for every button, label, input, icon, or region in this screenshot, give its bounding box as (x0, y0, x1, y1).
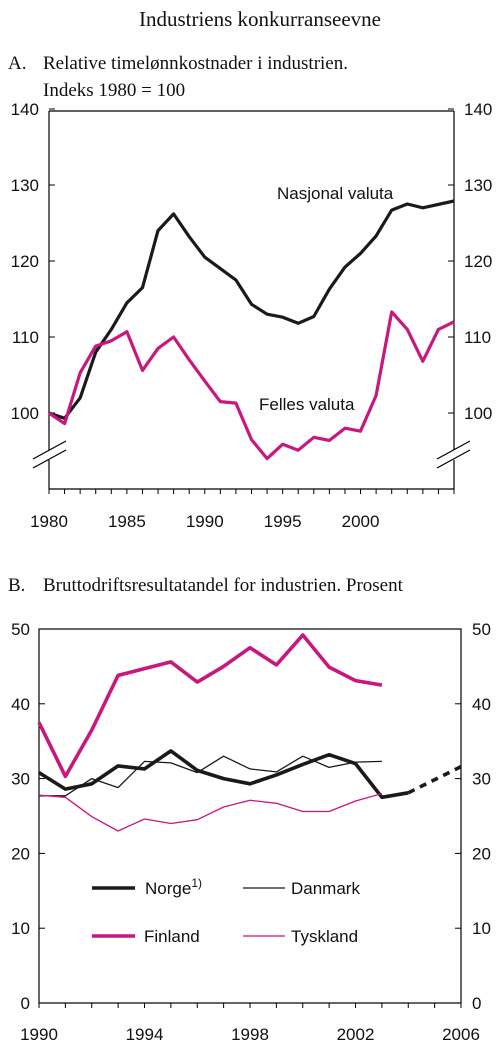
panel-b-ytick-label-left: 40 (11, 695, 30, 714)
panel-b: B. Bruttodriftsresultatandel for industri… (8, 575, 491, 1044)
panel-a-xtick-label: 1995 (264, 512, 302, 531)
panel-a-series-line-2 (48, 310, 455, 461)
panel-b-series-line-tyskland (38, 792, 383, 832)
panel-a-series-line-1 (48, 199, 455, 420)
panel-a-ytick-label-left: 130 (11, 176, 39, 195)
panel-b-series-line-danmark (39, 755, 382, 797)
panel-b-ytick-label-right: 0 (472, 994, 481, 1013)
panel-a-ytick-label-left: 100 (11, 404, 39, 423)
panel-b-ytick-label-left: 30 (11, 770, 30, 789)
panel-b-frame (38, 628, 462, 1004)
panel-b-ytick-label-left: 20 (11, 844, 30, 863)
panel-a-break-right-2 (436, 449, 471, 469)
panel-b-title: Bruttodriftsresultatandel for industrien… (43, 575, 404, 596)
panel-b-ytick-label-right: 10 (472, 919, 491, 938)
panel-a-series-label-1: Nasjonal valuta (277, 184, 394, 203)
panel-a-xtick-label: 1980 (30, 512, 68, 531)
panel-b-xtick-label: 1994 (126, 1025, 164, 1044)
panel-a-label: A. (8, 53, 26, 74)
panel-a-xtick-label: 2000 (342, 512, 380, 531)
panel-a-ytick-label-left: 110 (12, 328, 39, 347)
panel-a-subtitle: Indeks 1980 = 100 (43, 80, 185, 101)
panel-a-break-right-1 (436, 440, 471, 460)
panel-a-title: Relative timelønnkostnader i industrien. (43, 53, 348, 74)
figure-title: Industriens konkurranseevne (139, 7, 381, 31)
panel-a-break-left-2 (32, 449, 67, 469)
panel-a-ytick-label-left: 120 (11, 252, 39, 271)
panel-b-ytick-label-left: 0 (21, 994, 30, 1013)
panel-b-xtick-label: 1998 (231, 1025, 269, 1044)
panel-b-xtick-label: 2006 (442, 1025, 480, 1044)
panel-a: A. Relative timelønnkostnader i industrie… (8, 53, 492, 531)
panel-a-series-label-2: Felles valuta (259, 395, 355, 414)
legend-label-danmark: Danmark (291, 879, 360, 898)
panel-a-ytick-label-right: 140 (464, 100, 492, 119)
panel-a-ytick-label-right: 130 (464, 176, 492, 195)
legend-label-finland: Finland (144, 927, 200, 946)
panel-b-series-line-finland (37, 633, 383, 779)
panel-b-ytick-label-right: 50 (472, 620, 491, 639)
panel-b-xtick-label: 2002 (337, 1025, 375, 1044)
panel-a-xtick-label: 1985 (108, 512, 146, 531)
panel-a-ytick-label-right: 120 (464, 252, 492, 271)
legend-label-tyskland: Tyskland (291, 927, 358, 946)
panel-b-label: B. (8, 575, 25, 596)
panel-b-ytick-label-right: 40 (472, 695, 491, 714)
panel-b-ytick-label-left: 10 (11, 919, 30, 938)
legend-label-norge: Norge1) (145, 876, 202, 898)
panel-a-ytick-label-right: 100 (464, 404, 492, 423)
panel-a-ytick-label-left: 140 (11, 100, 39, 119)
panel-b-series-projection-norge (407, 765, 462, 795)
panel-b-ytick-label-right: 20 (472, 844, 491, 863)
panel-b-ytick-label-left: 50 (11, 620, 30, 639)
legend-footnote-marker: 1) (191, 876, 202, 890)
panel-a-break-left-1 (32, 440, 67, 460)
panel-a-ytick-label-right: 110 (464, 328, 491, 347)
panel-b-series-line-norge (38, 749, 409, 800)
panel-b-xtick-label: 1990 (20, 1025, 58, 1044)
panel-a-xtick-label: 1990 (186, 512, 224, 531)
panel-b-ytick-label-right: 30 (472, 770, 491, 789)
